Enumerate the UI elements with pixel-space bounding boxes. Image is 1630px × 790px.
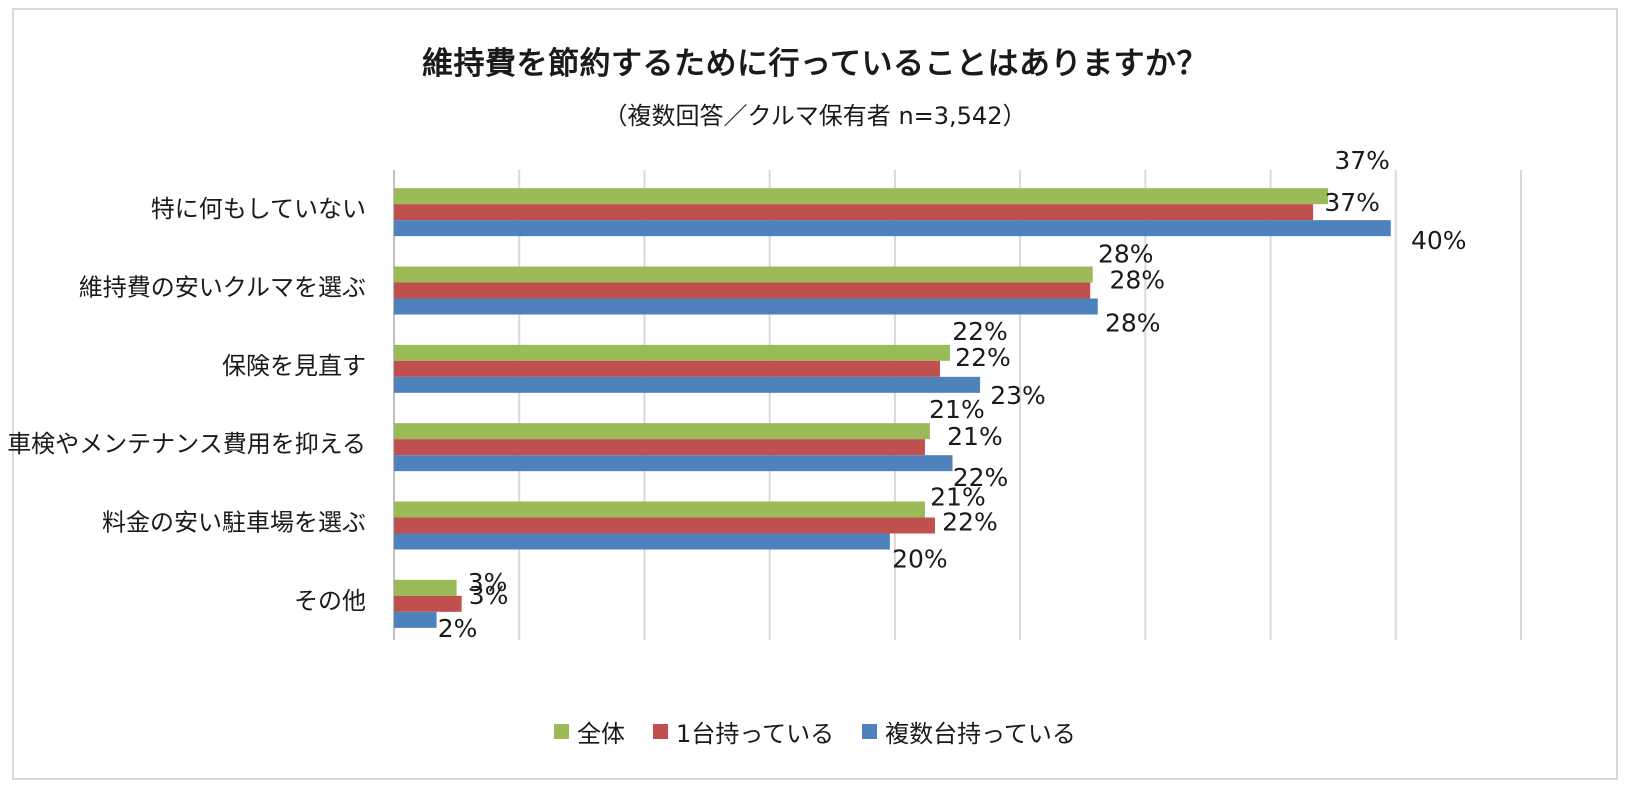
category-label: 特に何もしていない <box>151 195 366 223</box>
data-label: 3% <box>468 568 508 597</box>
chart-frame <box>12 8 1618 780</box>
legend-item: 全体 <box>554 714 625 749</box>
chart-title: 維持費を節約するために行っていることはありますか？ <box>422 46 1208 82</box>
bar <box>394 220 1391 237</box>
legend: 全体 1台持っている 複数台持っている <box>0 714 1630 749</box>
bar <box>394 579 457 596</box>
data-label: 37% <box>1334 146 1390 175</box>
legend-item: 1台持っている <box>653 714 834 749</box>
category-label: 保険を見直す <box>222 352 366 380</box>
data-label: 21% <box>929 395 985 424</box>
legend-label: 全体 <box>577 720 626 748</box>
data-label: 21% <box>947 422 1003 451</box>
data-label: 20% <box>892 545 948 574</box>
data-label: 21% <box>930 483 986 512</box>
bar <box>394 188 1329 205</box>
bar <box>394 595 462 612</box>
bar <box>394 455 953 472</box>
bar <box>394 439 925 456</box>
legend-swatch <box>862 724 878 739</box>
bar <box>394 204 1314 221</box>
bar <box>394 344 950 361</box>
legend-swatch <box>554 724 570 739</box>
bar <box>394 423 930 440</box>
data-label: 22% <box>955 343 1011 372</box>
data-label: 2% <box>438 614 478 643</box>
bar <box>394 282 1091 299</box>
legend-swatch <box>653 724 669 739</box>
data-label: 37% <box>1324 188 1380 217</box>
data-label: 23% <box>990 381 1046 410</box>
bar <box>394 501 925 518</box>
bar <box>394 517 935 534</box>
data-label: 22% <box>942 508 998 537</box>
bar <box>394 298 1098 315</box>
bar <box>394 360 940 377</box>
category-label: 料金の安い駐車場を選ぶ <box>102 509 366 537</box>
category-label: その他 <box>294 587 366 615</box>
bar <box>394 533 890 550</box>
data-label: 28% <box>1109 266 1165 295</box>
data-label: 28% <box>1098 240 1154 269</box>
bar <box>394 266 1093 283</box>
category-label: 車検やメンテナンス費用を抑える <box>7 430 366 458</box>
bar <box>394 376 981 393</box>
data-label: 22% <box>952 317 1008 346</box>
bar <box>394 611 437 628</box>
data-label: 28% <box>1105 309 1161 338</box>
legend-label: 複数台持っている <box>885 720 1076 748</box>
data-label: 3% <box>469 581 509 610</box>
chart-subtitle: （複数回答／クルマ保有者 n=3,542） <box>603 102 1027 130</box>
legend-item: 複数台持っている <box>862 714 1076 749</box>
data-label: 40% <box>1411 226 1467 255</box>
legend-label: 1台持っている <box>676 720 835 748</box>
data-label: 22% <box>953 463 1009 492</box>
category-label: 維持費の安いクルマを選ぶ <box>79 274 366 302</box>
